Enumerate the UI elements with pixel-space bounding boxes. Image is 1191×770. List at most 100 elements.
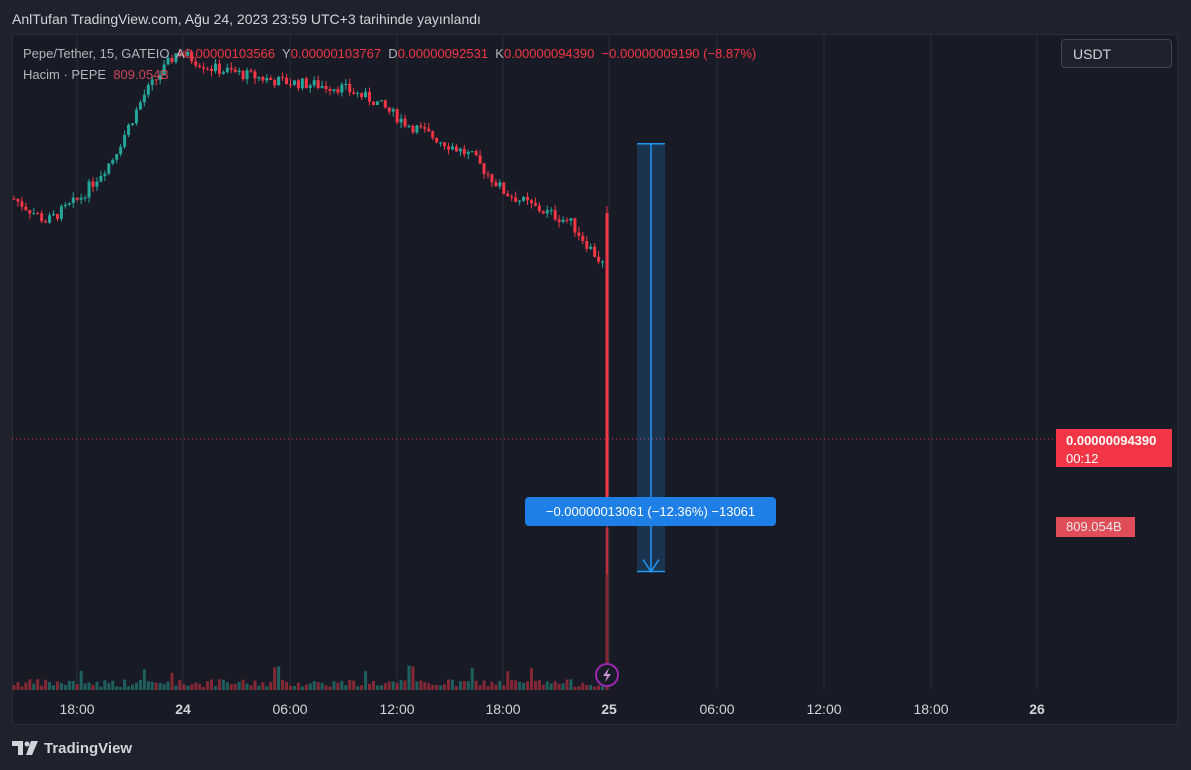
candle-body xyxy=(565,219,569,221)
candle-body xyxy=(593,246,597,257)
volume-bar xyxy=(12,685,16,690)
candle-body xyxy=(91,181,95,187)
candle-body xyxy=(387,107,391,112)
candle-body xyxy=(395,109,399,123)
candles xyxy=(12,48,609,575)
candle-body xyxy=(391,109,395,112)
volume-bar xyxy=(174,685,178,690)
candle-body xyxy=(482,163,486,174)
candle-body xyxy=(253,71,257,79)
volume-bar xyxy=(36,679,40,690)
candle-body xyxy=(296,80,300,89)
tradingview-brand[interactable]: TradingView xyxy=(12,738,132,758)
volume-bar xyxy=(352,680,356,690)
candle-body xyxy=(300,78,304,89)
volume-bar xyxy=(435,684,439,690)
candle-body xyxy=(198,65,202,68)
candle-body xyxy=(514,197,518,202)
volume-bar xyxy=(134,682,138,690)
candle-body xyxy=(423,127,427,129)
candle-body xyxy=(474,151,478,156)
candle-body xyxy=(186,52,190,56)
candle-body xyxy=(454,146,458,152)
last-price-value: 0.00000094390 xyxy=(1066,433,1157,448)
volume-bar xyxy=(336,682,340,690)
candle-body xyxy=(12,198,16,200)
volume-value: 809.054B xyxy=(113,67,169,82)
volume-bar xyxy=(419,680,423,690)
candle-body xyxy=(99,175,103,182)
volume-bar xyxy=(107,683,111,690)
candle-body xyxy=(541,211,545,214)
candle-body xyxy=(277,76,281,86)
tradingview-logo-icon xyxy=(12,741,38,755)
candle-body xyxy=(320,85,324,88)
volume-bar xyxy=(221,679,225,690)
volume-bar xyxy=(593,686,597,690)
volume-bar xyxy=(383,683,387,690)
volume-bar xyxy=(253,680,257,690)
candle-body xyxy=(364,91,368,98)
volume-bar xyxy=(450,679,454,690)
candle-body xyxy=(67,203,71,205)
candle-body xyxy=(162,64,166,76)
volume-bar xyxy=(447,679,450,690)
candle-body xyxy=(111,159,115,164)
candle-body xyxy=(123,134,127,147)
close-label: K xyxy=(495,46,504,61)
candle-body xyxy=(490,174,494,183)
currency-selector[interactable]: USDT xyxy=(1061,39,1172,68)
candle-body xyxy=(194,61,198,66)
volume-bar xyxy=(99,686,103,690)
volume-bar xyxy=(249,685,253,690)
volume-bar xyxy=(466,681,470,690)
volume-bar xyxy=(198,683,202,690)
volume-bar xyxy=(206,681,210,690)
volume-bar xyxy=(166,681,170,690)
candle-body xyxy=(103,173,107,176)
volume-bar xyxy=(273,667,277,690)
volume-bar xyxy=(569,679,573,690)
candle-body xyxy=(399,118,403,123)
candle-body xyxy=(526,196,529,201)
brand-label: TradingView xyxy=(44,739,133,757)
volume-bar xyxy=(506,671,510,690)
chart-frame[interactable] xyxy=(12,34,1178,725)
candle-body xyxy=(447,146,450,150)
volume-bar xyxy=(52,685,55,690)
candle-body xyxy=(138,102,142,110)
volume-bar xyxy=(526,681,529,690)
volume-bar xyxy=(237,682,241,690)
volume-bar xyxy=(371,681,375,690)
candle-body xyxy=(63,204,67,207)
candle-body xyxy=(435,138,439,143)
volume-bar xyxy=(439,685,443,690)
candle-body xyxy=(170,58,174,62)
volume-bar xyxy=(427,683,431,690)
candle-body xyxy=(316,80,320,88)
candle-body xyxy=(569,218,573,221)
grid-lines xyxy=(76,35,1038,690)
bar-countdown: 00:12 xyxy=(1066,451,1099,466)
candle-body xyxy=(450,146,454,150)
volume-bar xyxy=(115,686,119,690)
volume-bar xyxy=(111,680,115,690)
volume-bar xyxy=(577,686,581,690)
flash-icon[interactable] xyxy=(595,663,619,687)
volume-bar xyxy=(217,679,221,690)
volume-bar xyxy=(87,682,91,690)
candle-body xyxy=(486,173,490,175)
candle-body xyxy=(265,78,269,81)
volume-bar xyxy=(316,682,320,690)
time-tick: 12:00 xyxy=(379,701,415,717)
change-value: −0.00000009190 (−8.87%) xyxy=(601,46,757,61)
volume-bar xyxy=(55,681,59,690)
volume-bar xyxy=(368,683,371,690)
volume-bar xyxy=(415,681,419,690)
candle-body xyxy=(245,70,249,80)
candle-body xyxy=(356,93,360,95)
candle-body xyxy=(561,219,565,222)
candle-body xyxy=(75,197,79,200)
candle-body xyxy=(383,100,387,108)
